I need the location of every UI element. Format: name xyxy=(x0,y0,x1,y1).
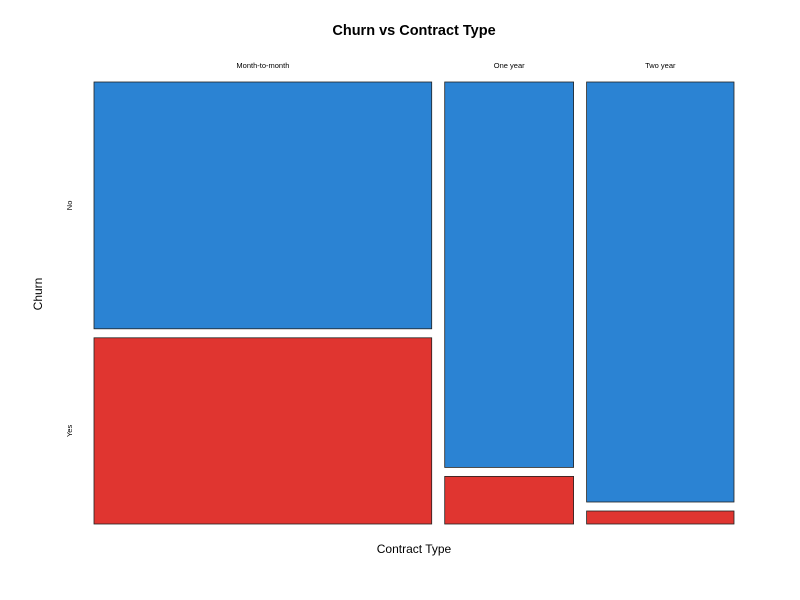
y-tick-yes: Yes xyxy=(65,425,74,437)
x-axis-label: Contract Type xyxy=(377,542,452,556)
y-axis-label: Churn xyxy=(31,278,45,311)
x-tick-month-to-month: Month-to-month xyxy=(236,61,289,70)
cell-month-to-month-yes xyxy=(93,337,433,525)
cell-one-year-yes xyxy=(444,475,575,525)
x-tick-labels: Month-to-month One year Two year xyxy=(236,61,676,70)
cell-two-year-yes xyxy=(586,510,735,525)
x-tick-two-year: Two year xyxy=(645,61,676,70)
x-tick-one-year: One year xyxy=(494,61,525,70)
cell-one-year-no xyxy=(444,81,575,468)
cell-two-year-no xyxy=(586,81,735,503)
cell-month-to-month-no xyxy=(93,81,433,330)
y-tick-labels: No Yes xyxy=(65,201,74,437)
chart-title: Churn vs Contract Type xyxy=(332,23,495,39)
y-tick-no: No xyxy=(65,201,74,211)
chart-cells xyxy=(93,81,735,525)
